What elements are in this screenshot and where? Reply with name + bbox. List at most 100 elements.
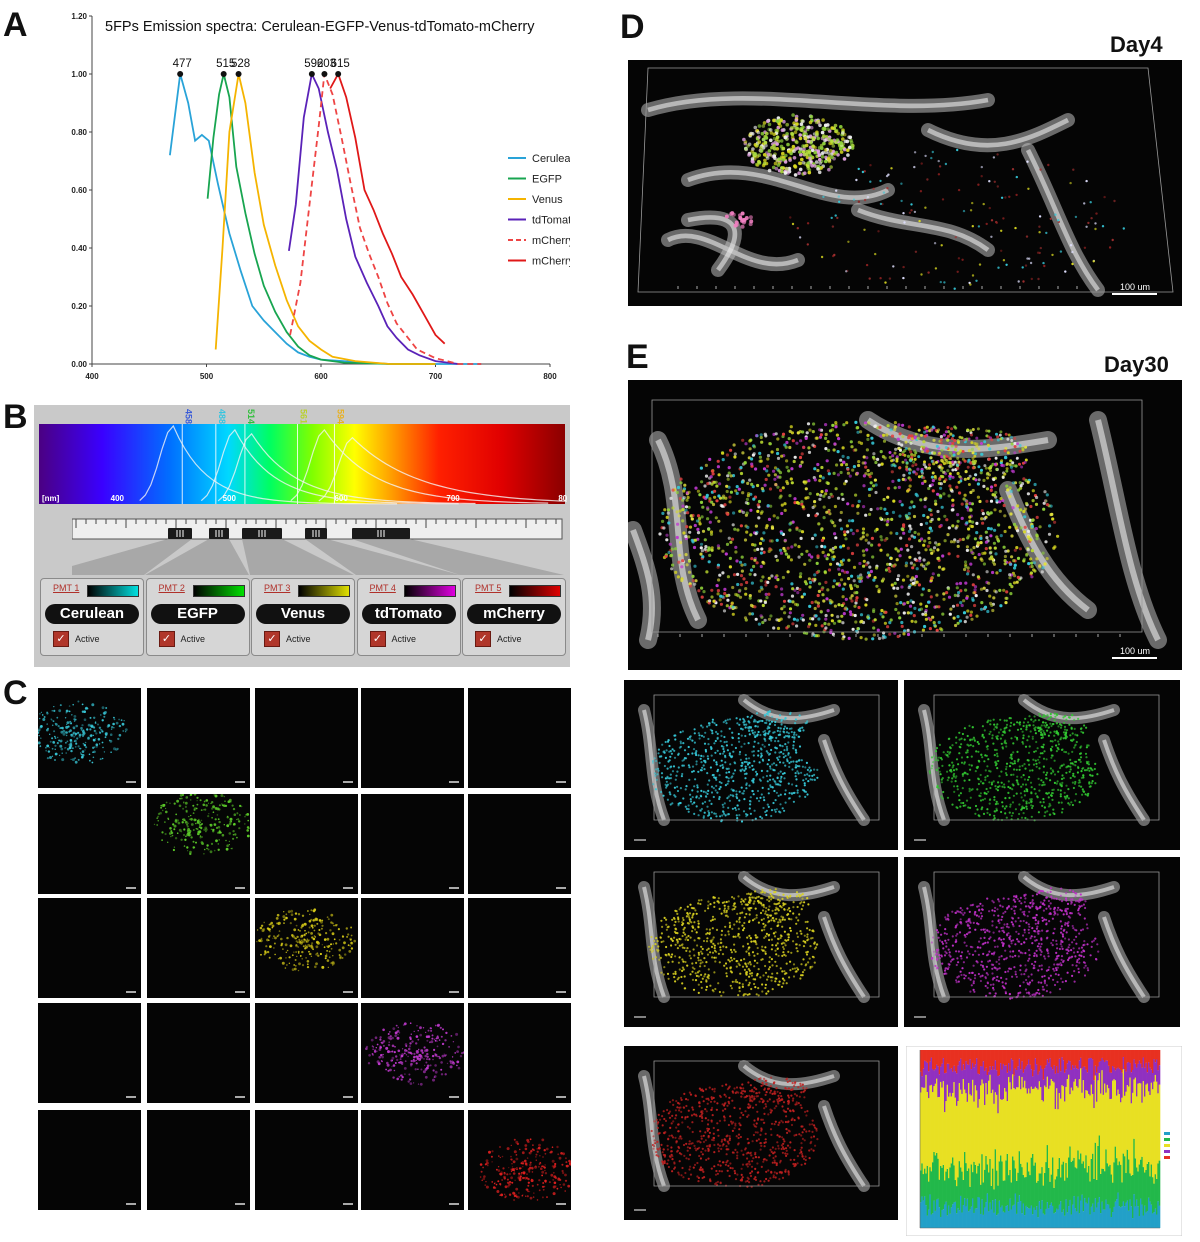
pmt-dye-name[interactable]: EGFP xyxy=(150,604,245,624)
cell-dot xyxy=(544,1164,546,1166)
cell-dot xyxy=(709,728,712,731)
pmt-label[interactable]: PMT 1 xyxy=(53,583,80,593)
pmt-color-gradient[interactable] xyxy=(298,585,350,597)
cell-dot xyxy=(760,131,765,136)
cell-dot xyxy=(923,460,926,464)
pmt-label[interactable]: PMT 2 xyxy=(158,583,185,593)
cell-dot xyxy=(410,1060,413,1062)
cell-dot xyxy=(943,539,947,543)
cell-dot xyxy=(967,449,971,453)
cell-dot xyxy=(709,532,714,536)
cell-dot xyxy=(684,505,689,509)
cell-dot xyxy=(691,574,695,578)
cell-dot xyxy=(320,920,323,924)
cell-dot xyxy=(1002,503,1006,508)
cell-dot xyxy=(263,921,265,924)
cell-dot xyxy=(835,189,838,192)
cell-dot xyxy=(87,723,91,727)
detector-slider-track[interactable] xyxy=(72,517,564,577)
pmt-dye-name[interactable]: mCherry xyxy=(467,604,561,624)
cell-dot xyxy=(1030,549,1034,553)
cell-dot xyxy=(879,548,883,552)
cell-dot xyxy=(749,796,752,799)
cell-dot xyxy=(232,830,235,833)
cell-dot xyxy=(74,734,77,737)
cell-dot xyxy=(818,435,822,439)
cell-dot xyxy=(784,552,788,556)
cell-dot xyxy=(551,1146,554,1148)
cell-dot xyxy=(196,828,199,831)
cell-dot xyxy=(765,469,769,473)
cell-dot xyxy=(762,531,766,535)
cell-dot xyxy=(827,137,832,141)
check-icon[interactable]: ✓ xyxy=(369,631,386,647)
pmt-dye-name[interactable]: Cerulean xyxy=(45,604,139,624)
cell-dot xyxy=(710,595,714,599)
cell-dot xyxy=(994,552,998,556)
cell-dot xyxy=(798,587,802,592)
cell-dot xyxy=(300,935,303,939)
check-icon[interactable]: ✓ xyxy=(158,631,175,647)
pmt-dye-name[interactable]: tdTomato xyxy=(361,604,456,624)
pmt-dye-name[interactable]: Venus xyxy=(256,604,350,624)
cell-dot xyxy=(920,162,923,165)
pmt-color-gradient[interactable] xyxy=(509,585,561,597)
cell-dot xyxy=(958,491,962,495)
cell-dot xyxy=(103,715,106,718)
check-icon[interactable]: ✓ xyxy=(264,631,280,647)
cell-dot xyxy=(789,756,792,759)
cell-dot xyxy=(780,587,784,591)
cell-dot xyxy=(221,833,225,837)
cell-dot xyxy=(265,945,268,948)
cell-dot xyxy=(857,605,861,610)
cell-dot xyxy=(301,924,304,927)
cell-dot xyxy=(420,1056,423,1059)
cell-dot xyxy=(798,136,803,141)
cell-dot xyxy=(1052,546,1056,550)
cell-dot xyxy=(183,834,185,836)
cell-dot xyxy=(724,814,727,817)
pmt-label[interactable]: PMT 4 xyxy=(369,583,396,593)
pmt-color-gradient[interactable] xyxy=(87,585,139,597)
cell-dot xyxy=(450,1035,453,1037)
cell-dot xyxy=(47,750,51,753)
cell-dot xyxy=(97,738,101,741)
cell-dot xyxy=(896,634,900,639)
pmt-color-gradient[interactable] xyxy=(403,585,456,597)
pmt-label[interactable]: PMT 5 xyxy=(475,583,502,593)
cell-dot xyxy=(705,495,709,499)
cell-dot xyxy=(172,848,175,852)
cell-dot xyxy=(780,454,784,458)
cell-dot xyxy=(212,811,215,813)
cell-dot xyxy=(309,913,311,916)
cell-dot xyxy=(985,570,989,574)
cell-dot xyxy=(804,480,808,484)
cell-dot xyxy=(729,211,734,216)
cell-dot xyxy=(892,586,896,590)
pmt-label[interactable]: PMT 3 xyxy=(264,583,291,593)
cell-dot xyxy=(1016,442,1020,446)
fluorescence-image xyxy=(556,1096,566,1098)
check-icon[interactable]: ✓ xyxy=(53,631,69,647)
pmt-color-gradient[interactable] xyxy=(192,585,245,597)
check-icon[interactable]: ✓ xyxy=(475,631,491,647)
cell-dot xyxy=(869,507,873,512)
cell-dot xyxy=(908,484,912,488)
cell-dot xyxy=(759,145,763,150)
cell-dot xyxy=(969,490,973,494)
cell-dot xyxy=(734,550,738,554)
cell-dot xyxy=(783,135,788,140)
cell-dot xyxy=(902,611,906,615)
cell-dot xyxy=(1094,222,1097,225)
cell-dot xyxy=(541,1174,543,1177)
scale-bar xyxy=(556,1203,566,1205)
cell-dot xyxy=(792,459,796,464)
cell-dot xyxy=(702,735,705,738)
cell-dot xyxy=(1022,509,1026,514)
cell-dot xyxy=(53,709,56,712)
cell-dot xyxy=(283,922,285,924)
cell-dot xyxy=(769,138,773,143)
cell-dot xyxy=(953,287,956,290)
cell-dot xyxy=(950,489,954,493)
cell-dot xyxy=(214,794,218,798)
